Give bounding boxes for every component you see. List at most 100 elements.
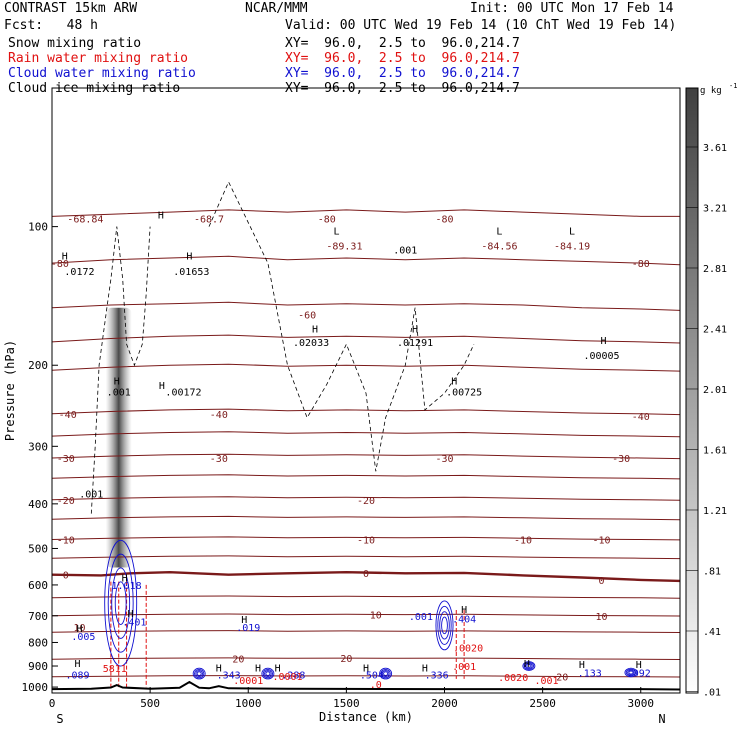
contour-label-0: -80 (51, 259, 69, 270)
colorbar-tick-label-3: 2.41 (703, 324, 727, 335)
value-annotation-8: .01291 (397, 338, 433, 349)
value-annotation-30: .0001 (233, 676, 263, 687)
y-tick-label-5: 600 (28, 579, 48, 592)
colorbar (685, 87, 699, 694)
contour-label-25: 20 (340, 654, 352, 665)
cloud-water-cell-0-ring-2 (111, 567, 131, 639)
value-annotation-15: 1.018 (112, 581, 142, 592)
contour-label-17: -10 (592, 535, 610, 546)
y-tick-label-3: 400 (28, 498, 48, 511)
value-annotation-6: .01653 (173, 267, 209, 278)
value-annotation-14: .001 (79, 490, 103, 501)
temperature-contour-9 (51, 496, 681, 501)
x-end-label-left: S (56, 712, 63, 726)
cloud-water-cell-3-ring-3 (265, 671, 271, 676)
contour-label-8: -30 (57, 454, 75, 465)
value-annotation-7: .02033 (293, 338, 329, 349)
x-tick-label-6: 3000 (628, 697, 655, 710)
contour-label-16: -10 (514, 535, 532, 546)
colorbar-tick-label-9: .01 (703, 687, 721, 698)
contour-label-26: 20 (556, 672, 568, 683)
cloud-water-cell-6-ring-2 (627, 669, 635, 676)
extremum-marker-7: H (412, 325, 418, 336)
contour-label-3: -80 (632, 259, 650, 270)
extremum-marker-19: H (255, 663, 261, 674)
temperature-contour-10 (51, 515, 681, 521)
temperature-contour-12 (51, 555, 681, 560)
contour-label-19: 0 (363, 569, 369, 580)
extremum-marker-11: H (159, 381, 165, 392)
value-annotation-4: -84.19 (554, 242, 590, 253)
cloud-water-cell-2-ring-1 (194, 668, 205, 679)
x-tick-label-2: 1000 (235, 697, 262, 710)
legend-rain-label: Rain water mixing ratio (8, 51, 189, 66)
contour-label-24: 20 (232, 654, 244, 665)
cloud-water-cell-4-ring-0 (379, 667, 393, 680)
temperature-contour-18 (51, 675, 681, 678)
valid-time: Valid: 00 UTC Wed 19 Feb 14 (10 ChT Wed … (285, 18, 677, 33)
contour-label-11: -30 (612, 454, 630, 465)
extremum-marker-0: H (62, 252, 68, 263)
extremum-marker-14: H (241, 615, 247, 626)
cloud-water-cell-6-ring-1 (625, 668, 637, 677)
y-axis-title: Pressure (hPa) (3, 340, 17, 441)
extremum-marker-6: H (312, 325, 318, 336)
extremum-marker-1: H (158, 210, 164, 221)
extremum-marker-25: H (636, 660, 642, 671)
value-annotation-35: .001 (535, 676, 559, 687)
plot-frame (51, 87, 681, 694)
contour-label-10: -30 (435, 454, 453, 465)
colorbar-tick-label-5: 1.61 (703, 445, 727, 456)
y-tick-label-7: 800 (28, 636, 48, 649)
value-annotation-26: .133 (578, 669, 602, 680)
x-tick-label-3: 1500 (333, 697, 360, 710)
value-annotation-21: .089 (65, 671, 89, 682)
contour-label-23: 10 (595, 612, 607, 623)
value-annotation-1: -68.7 (194, 214, 224, 225)
colorbar-tick-label-6: 1.21 (703, 506, 727, 517)
temperature-contour-17 (51, 657, 681, 660)
cloud-water-cell-1-ring-3 (441, 616, 448, 635)
y-tick-label-2: 300 (28, 440, 48, 453)
colorbar-tick-label-8: .41 (703, 627, 721, 638)
value-annotation-10: .00005 (583, 351, 619, 362)
cloud-water-cell-4-ring-2 (381, 670, 390, 678)
temperature-contour-1 (51, 255, 681, 266)
contour-label-20: 0 (598, 576, 604, 587)
x-tick-label-4: 2000 (431, 697, 458, 710)
cloud-water-cell-0-ring-3 (114, 581, 127, 625)
extremum-marker-17: H (74, 659, 80, 670)
extremum-marker-9: H (600, 336, 606, 347)
value-annotation-11: .001 (393, 245, 417, 256)
cloud-water-cell-4-ring-3 (383, 671, 389, 676)
forecast-hour: Fcst: 48 h (4, 18, 98, 33)
contour-label-7: -40 (632, 412, 650, 423)
temperature-contour-6 (51, 431, 681, 438)
temperature-contour-14 (51, 595, 681, 599)
cloud-water-cell-5-ring-2 (525, 663, 533, 669)
temperature-contour-16 (51, 630, 681, 633)
value-annotation-0: -68.84 (67, 214, 103, 225)
colorbar-unit: g kg (700, 86, 722, 96)
value-annotation-9: .00725 (446, 387, 482, 398)
value-annotation-25: .336 (425, 671, 449, 682)
extremum-marker-2: H (186, 252, 192, 263)
value-annotation-22: .343 (217, 671, 241, 682)
colorbar-tick-label-7: .81 (703, 566, 721, 577)
temperature-contour-5 (51, 408, 681, 416)
cloud-water-cell-6-ring-3 (628, 670, 634, 675)
cloud-water-cell-5-ring-1 (523, 662, 535, 670)
contour-label-5: -40 (59, 410, 77, 421)
value-annotation-23: .288 (281, 671, 305, 682)
contour-label-18: 0 (63, 571, 69, 582)
model-title: CONTRAST 15km ARW (4, 1, 138, 16)
cloud-water-cell-0-ring-0 (104, 539, 138, 667)
extremum-marker-22: H (422, 663, 428, 674)
legend-snow-label: Snow mixing ratio (8, 36, 142, 51)
y-tick-label-9: 1000 (22, 681, 49, 694)
value-annotation-13: .00172 (165, 387, 201, 398)
cloud-water-cell-6-ring-0 (624, 667, 638, 678)
contour-label-13: -20 (357, 496, 375, 507)
x-tick-label-5: 2500 (529, 697, 556, 710)
